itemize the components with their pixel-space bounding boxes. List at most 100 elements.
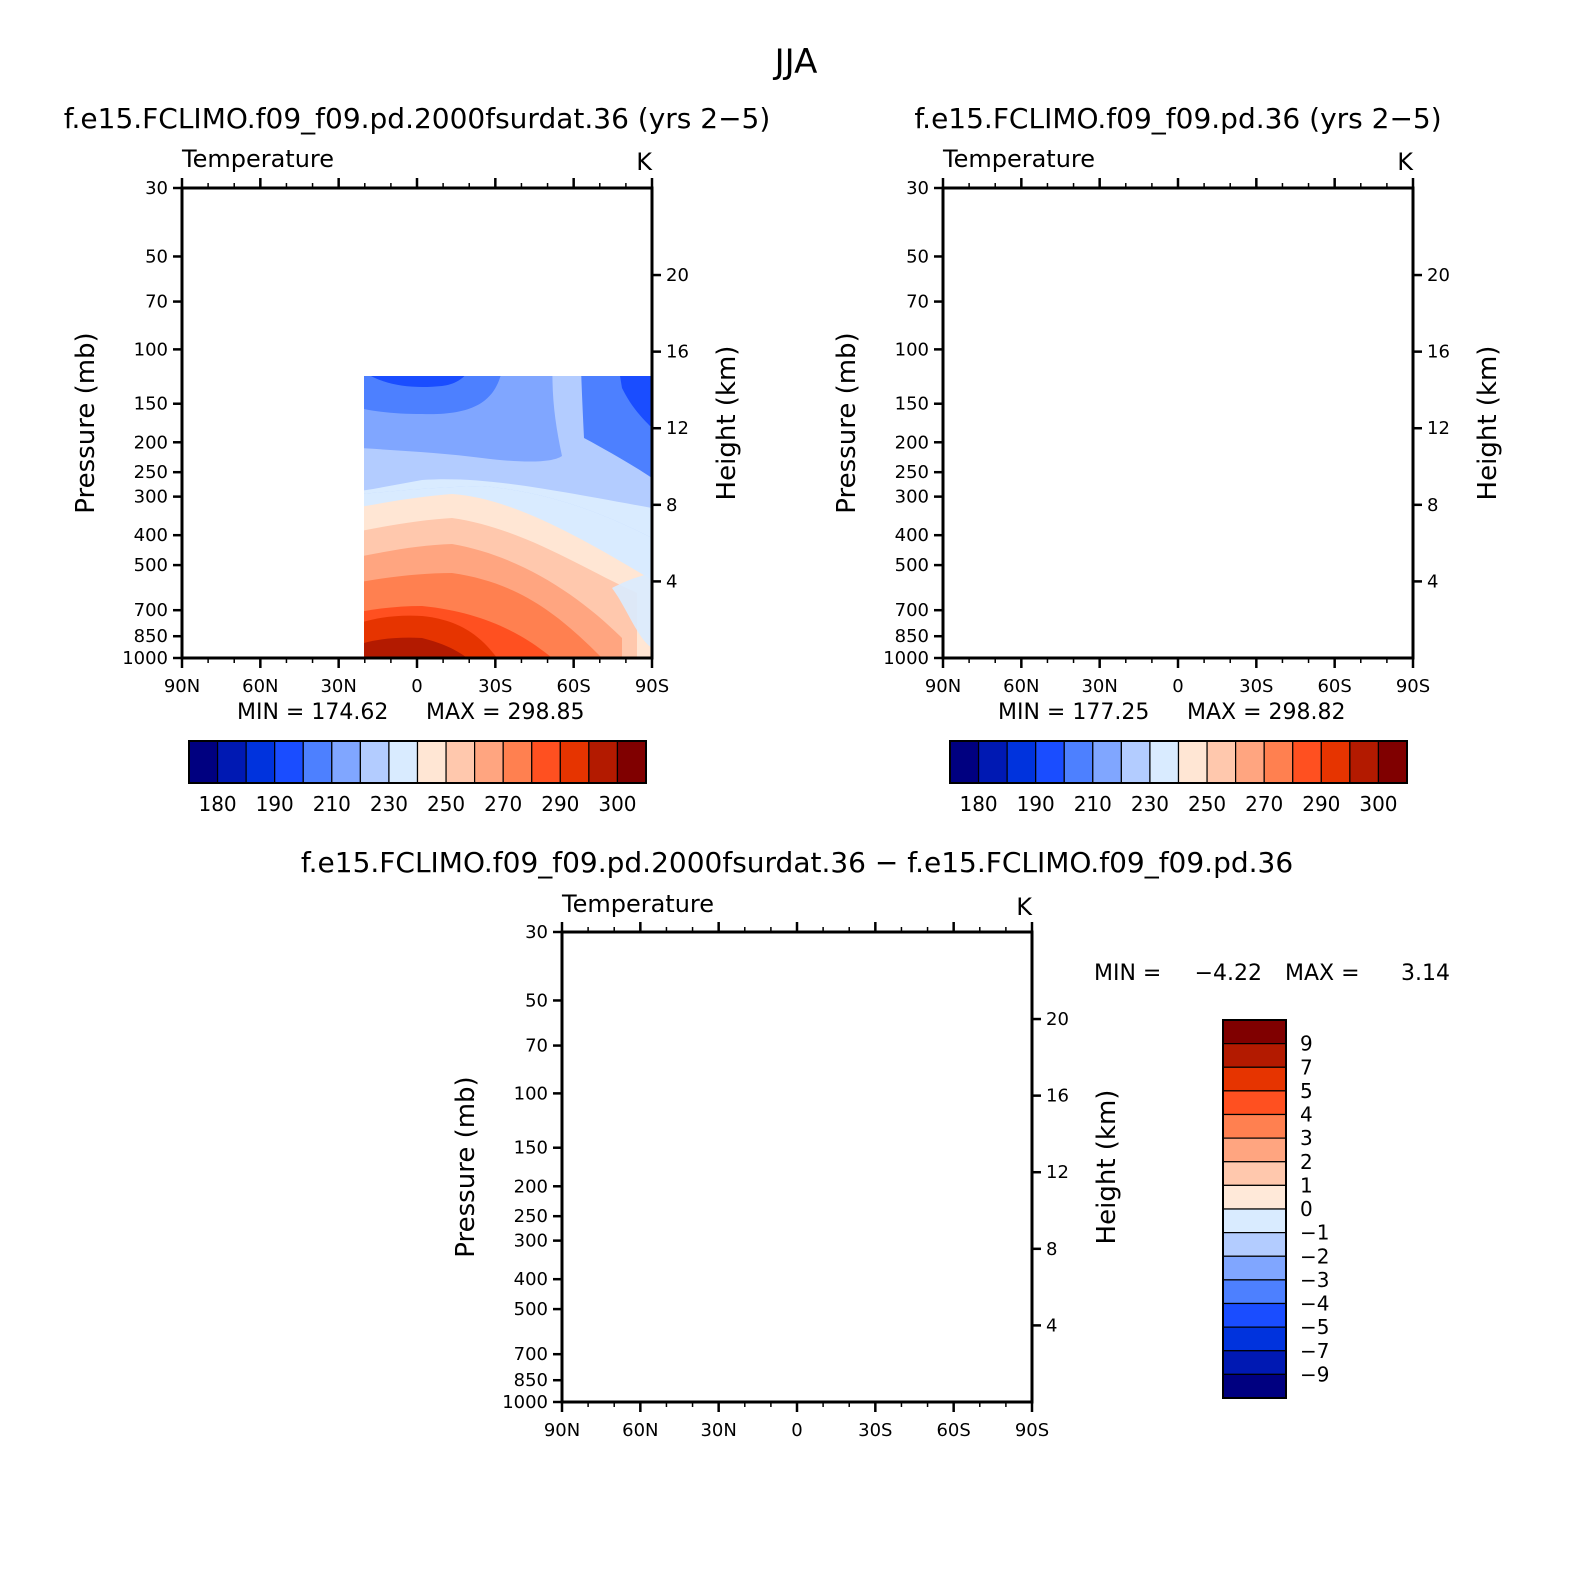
pressure-tick-label: 1000	[502, 1392, 548, 1413]
band-240	[943, 479, 1413, 538]
panel-3-max-label: MAX =	[1285, 961, 1360, 986]
colorbar-box	[388, 740, 419, 784]
colorbar-label: 270	[484, 792, 522, 816]
colorbar-box	[1222, 1208, 1287, 1234]
lat-tick-label: 60N	[242, 676, 278, 697]
band-pos1-east	[980, 1211, 992, 1234]
colorbar-box	[1222, 1161, 1287, 1186]
pressure-tick-label: 500	[895, 555, 929, 576]
pressure-tick-label: 100	[895, 339, 929, 360]
panel-1-max: MAX = 298.85	[426, 700, 585, 725]
band-300-low	[364, 637, 467, 658]
panel-2-subtitle: Temperature	[942, 145, 1095, 173]
pressure-tick-label: 30	[525, 922, 548, 943]
band-200-east	[620, 376, 652, 428]
pressure-tick-label: 250	[134, 462, 168, 483]
panel-2-min: MIN = 177.25	[998, 700, 1149, 725]
colorbar-box	[588, 740, 619, 784]
colorbar-box	[1222, 1090, 1287, 1116]
colorbar-box	[1222, 1350, 1287, 1375]
colorbar-box	[1222, 1113, 1287, 1139]
pressure-tick-label: 700	[514, 1344, 548, 1365]
pressure-tick-label: 200	[895, 432, 929, 453]
panel-2-y-label: Pressure (mb)	[832, 332, 862, 513]
lat-tick-label: 60S	[936, 1420, 970, 1441]
pressure-tick-label: 200	[514, 1176, 548, 1197]
pressure-tick-label: 700	[134, 600, 168, 621]
band-210-east	[581, 376, 652, 478]
panel-2-field	[943, 188, 1413, 658]
height-tick-label: 4	[1046, 1315, 1057, 1336]
panel-1-y-label: Pressure (mb)	[71, 332, 101, 513]
panel-1-min: MIN = 174.62	[237, 700, 388, 725]
colorbar-label: −7	[1300, 1339, 1329, 1363]
lat-tick-label: 90S	[635, 676, 669, 697]
pressure-tick-label: 50	[525, 990, 548, 1011]
band-neg1-spot	[752, 1306, 767, 1327]
pressure-tick-label: 70	[525, 1036, 548, 1057]
lat-tick-label: 90N	[164, 676, 200, 697]
panel-3-field	[562, 932, 1032, 1402]
panel-1-title: f.e15.FCLIMO.f09_f09.pd.2000fsurdat.36 (…	[64, 102, 771, 135]
band-210	[1061, 208, 1265, 414]
pressure-tick-label: 700	[895, 600, 929, 621]
pressure-tick-label: 400	[514, 1269, 548, 1290]
colorbar-box	[1349, 740, 1380, 784]
band-220	[1030, 188, 1323, 462]
band-200-east	[1365, 188, 1413, 428]
colorbar-label: 190	[256, 792, 294, 816]
lat-tick-label: 90S	[1015, 1420, 1049, 1441]
colorbar-box	[1092, 740, 1122, 784]
pressure-tick-label: 400	[134, 525, 168, 546]
colorbar-box	[1206, 740, 1237, 784]
colorbar-box	[302, 740, 333, 784]
band-neg2-corner	[1017, 1388, 1032, 1402]
colorbar-label: 300	[1359, 792, 1397, 816]
pressure-tick-label: 500	[134, 555, 168, 576]
colorbar-box	[616, 740, 647, 784]
panel-1-units: K	[636, 148, 653, 176]
colorbar-box	[1006, 740, 1037, 784]
colorbar-label: 210	[313, 792, 351, 816]
colorbar-label: 180	[198, 792, 236, 816]
pressure-tick-label: 1000	[883, 648, 929, 669]
panel-3-max-value: 3.14	[1401, 961, 1450, 986]
pressure-tick-label: 1000	[122, 648, 168, 669]
lat-tick-label: 30N	[320, 676, 356, 697]
panel-1-colorbar: 180 190 210 230 250 270 290 300	[188, 740, 647, 816]
colorbar-label: 270	[1245, 792, 1283, 816]
colorbar-box	[1063, 740, 1094, 784]
panel-3-min-value: −4.22	[1195, 961, 1262, 986]
band-neg5-east	[954, 932, 974, 947]
pressure-tick-label: 50	[906, 246, 929, 267]
band-285-low	[943, 573, 1353, 658]
pressure-tick-label: 400	[895, 525, 929, 546]
colorbar-box	[416, 740, 447, 784]
colorbar-label: 3	[1300, 1126, 1313, 1150]
colorbar-box	[1320, 740, 1351, 784]
colorbar-box	[1222, 1373, 1287, 1399]
colorbar-box	[245, 740, 276, 784]
height-tick-label: 8	[666, 495, 677, 516]
colorbar-label: −4	[1300, 1292, 1329, 1316]
colorbar-box	[531, 740, 561, 784]
lat-tick-label: 30N	[700, 1420, 736, 1441]
lat-tick-label: 30N	[1081, 676, 1117, 697]
lat-tick-label: 30S	[478, 676, 512, 697]
band-neg2-east	[915, 932, 1032, 1180]
height-tick-label: 16	[1427, 342, 1450, 363]
pressure-tick-label: 100	[134, 339, 168, 360]
lat-tick-label: 0	[1172, 676, 1183, 697]
pressure-tick-label: 300	[514, 1231, 548, 1252]
height-tick-label: 16	[666, 342, 689, 363]
colorbar-box	[559, 740, 590, 784]
colorbar-box	[1235, 740, 1265, 784]
panel-2-y-label-right: Height (km)	[1473, 346, 1503, 501]
height-tick-label: 8	[1046, 1239, 1057, 1260]
pressure-tick-label: 50	[145, 246, 168, 267]
panel-3-frame	[560, 930, 1034, 1404]
